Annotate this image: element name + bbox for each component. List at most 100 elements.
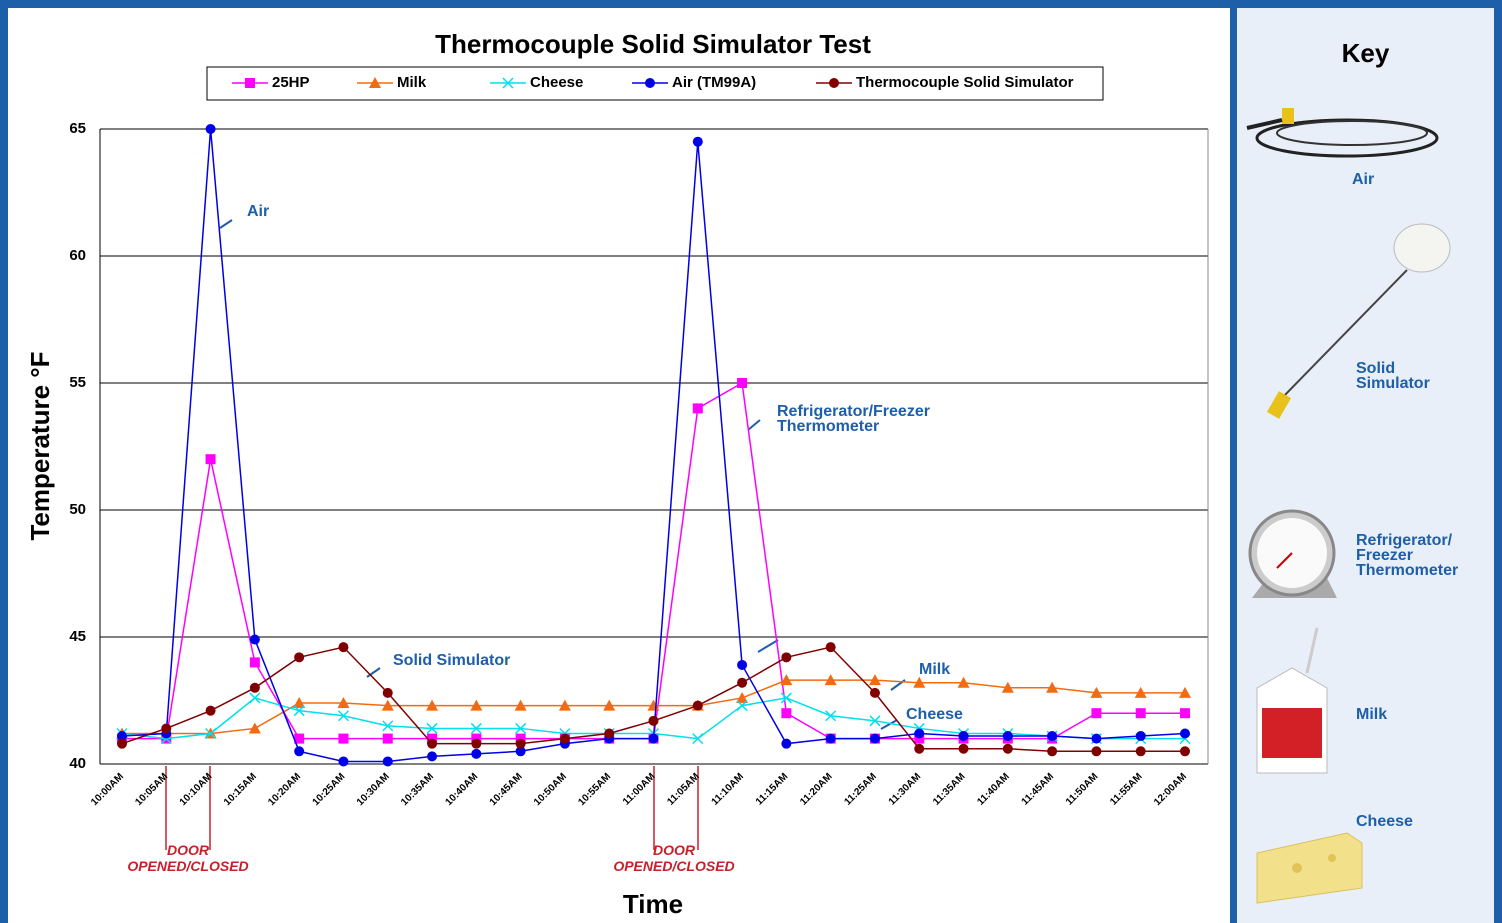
data-point — [781, 739, 791, 749]
annotation: Cheese — [906, 707, 963, 722]
data-point — [294, 652, 304, 662]
data-point — [1136, 731, 1146, 741]
door-label: DOOR OPENED/CLOSED — [599, 842, 749, 874]
chart: Thermocouple Solid Simulator Test Time T… — [0, 0, 1230, 923]
data-point — [1091, 734, 1101, 744]
data-point — [914, 744, 924, 754]
data-point — [693, 137, 703, 147]
data-point — [250, 635, 260, 645]
x-tick-label: 10:15AM — [222, 771, 259, 808]
legend-marker — [645, 78, 655, 88]
x-tick-label: 11:50AM — [1064, 771, 1100, 807]
x-tick-label: 10:55AM — [576, 771, 613, 808]
x-tick-label: 10:30AM — [355, 771, 392, 808]
data-point — [1136, 746, 1146, 756]
x-tick-label: 11:40AM — [975, 771, 1011, 807]
data-point — [737, 678, 747, 688]
series-line — [122, 129, 1185, 761]
x-tick-label: 11:30AM — [887, 771, 923, 807]
data-point — [693, 403, 703, 413]
data-point — [427, 751, 437, 761]
legend-label: Air (TM99A) — [672, 74, 756, 91]
data-point — [914, 729, 924, 739]
data-point — [959, 731, 969, 741]
data-point — [206, 454, 216, 464]
data-point — [471, 749, 481, 759]
legend-label: Milk — [397, 74, 427, 91]
key-panel: Key — [1237, 8, 1494, 923]
data-point — [604, 729, 614, 739]
key-item: Refrigerator/ Freezer Thermometer — [1356, 533, 1486, 578]
x-tick-label: 11:20AM — [798, 771, 834, 807]
x-tick-label: 10:35AM — [399, 771, 436, 808]
x-tick-label: 10:20AM — [266, 771, 303, 808]
data-point — [250, 693, 260, 703]
data-point — [649, 716, 659, 726]
x-tick-label: 11:35AM — [931, 771, 967, 807]
y-axis-title: Temperature °F — [25, 351, 55, 540]
x-tick-label: 10:00AM — [89, 771, 126, 808]
data-point — [117, 739, 127, 749]
data-point — [1180, 729, 1190, 739]
milk-icon — [1257, 628, 1327, 773]
annotation: Air — [247, 204, 269, 219]
data-point — [383, 756, 393, 766]
data-point — [338, 642, 348, 652]
x-tick-label: 11:10AM — [710, 771, 746, 807]
annotation: Solid Simulator — [393, 653, 510, 668]
data-point — [781, 652, 791, 662]
data-point — [737, 378, 747, 388]
data-point — [471, 739, 481, 749]
data-point — [1180, 746, 1190, 756]
data-point — [1047, 731, 1057, 741]
x-tick-label: 11:05AM — [665, 771, 701, 807]
x-tick-label: 11:00AM — [621, 771, 657, 807]
legend-label: Thermocouple Solid Simulator — [856, 74, 1074, 91]
series — [117, 124, 1190, 766]
data-point — [250, 657, 260, 667]
series-line — [122, 383, 1185, 739]
x-tick-label: 11:15AM — [754, 771, 790, 807]
data-point — [338, 756, 348, 766]
legend-label: 25HP — [272, 74, 310, 91]
data-point — [249, 722, 261, 733]
chart-title: Thermocouple Solid Simulator Test — [435, 29, 871, 59]
data-point — [383, 734, 393, 744]
data-point — [870, 688, 880, 698]
annotation: Milk — [919, 662, 950, 677]
data-point — [649, 734, 659, 744]
y-tick-label: 60 — [69, 247, 86, 264]
data-point — [959, 744, 969, 754]
y-tick-label: 65 — [69, 120, 86, 137]
x-tick-label: 11:45AM — [1020, 771, 1056, 807]
data-point — [560, 734, 570, 744]
legend-marker — [245, 78, 255, 88]
key-item: Cheese — [1356, 814, 1413, 829]
key-icons — [1237, 8, 1494, 923]
x-axis-title: Time — [623, 889, 683, 919]
air-probe-icon — [1247, 108, 1437, 156]
data-point — [294, 746, 304, 756]
data-point — [870, 734, 880, 744]
data-point — [1047, 746, 1057, 756]
key-item: Solid Simulator — [1356, 361, 1451, 391]
data-point — [516, 739, 526, 749]
x-tick-label: 10:45AM — [488, 771, 525, 808]
x-tick-label: 10:05AM — [133, 771, 170, 808]
data-point — [161, 723, 171, 733]
x-tick-label: 12:00AM — [1152, 771, 1189, 808]
data-point — [1180, 708, 1190, 718]
data-point — [1136, 708, 1146, 718]
data-point — [826, 734, 836, 744]
x-tick-label: 10:25AM — [311, 771, 348, 808]
x-tick-label: 10:10AM — [178, 771, 215, 808]
x-tick-label: 11:25AM — [842, 771, 878, 807]
data-point — [250, 683, 260, 693]
data-point — [1003, 744, 1013, 754]
legend-label: Cheese — [530, 74, 583, 91]
data-point — [338, 734, 348, 744]
legend-marker — [829, 78, 839, 88]
y-tick-label: 40 — [69, 755, 86, 772]
data-point — [1091, 708, 1101, 718]
data-point — [383, 688, 393, 698]
